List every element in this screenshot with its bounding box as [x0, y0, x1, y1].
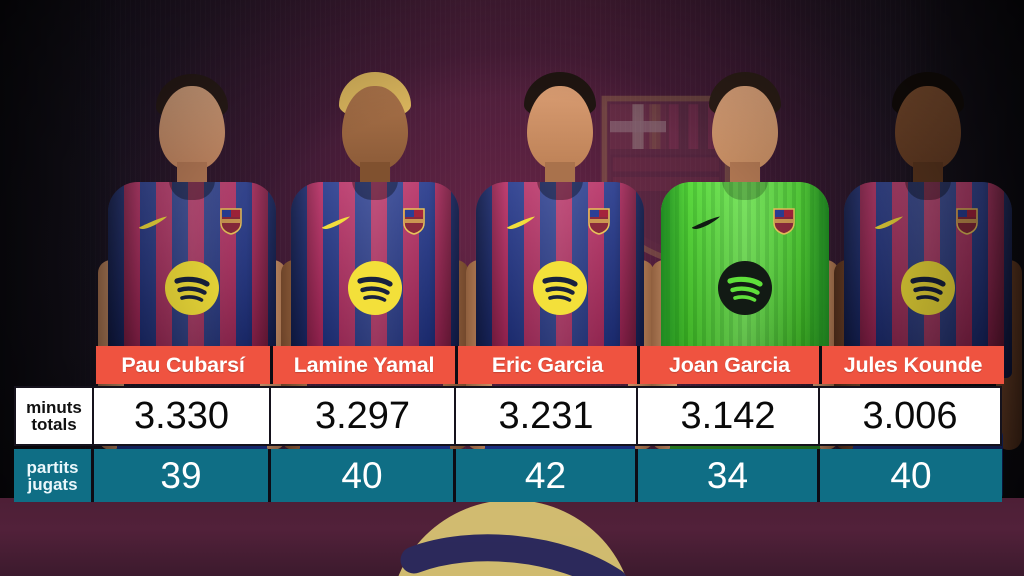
cell-partits-jugats: 34: [638, 449, 820, 502]
cell-minuts-totals: 3.006: [818, 386, 1002, 446]
cell-partits-jugats: 39: [94, 449, 271, 502]
row-label-line1: minuts: [26, 398, 82, 417]
row-label-minuts-totals: minuts totals: [14, 386, 94, 446]
row-label-line1: partits: [26, 457, 79, 477]
cell-partits-jugats: 40: [271, 449, 456, 502]
column-header-player: Eric Garcia: [458, 346, 640, 384]
column-header-player: Jules Kounde: [822, 346, 1004, 384]
cell-minuts-totals: 3.231: [454, 386, 638, 446]
cell-minuts-totals: 3.142: [636, 386, 820, 446]
cell-minuts-totals: 3.297: [269, 386, 456, 446]
cell-partits-jugats: 42: [456, 449, 638, 502]
row-label-line2: totals: [31, 415, 77, 434]
row-label-partits-jugats: partits jugats: [14, 449, 94, 502]
table-row: minuts totals 3.330 3.297 3.231 3.142 3.…: [0, 386, 1024, 446]
column-header-player: Joan Garcia: [640, 346, 822, 384]
row-label-line2: jugats: [27, 474, 78, 494]
table-row: partits jugats 39 40 42 34 40: [0, 449, 1024, 502]
cell-partits-jugats: 40: [820, 449, 1002, 502]
column-header-player: Lamine Yamal: [273, 346, 458, 384]
table-header-row: Pau Cubarsí Lamine Yamal Eric Garcia Joa…: [96, 346, 1024, 384]
stats-table: Pau Cubarsí Lamine Yamal Eric Garcia Joa…: [0, 346, 1024, 502]
cell-minuts-totals: 3.330: [92, 386, 271, 446]
column-header-player: Pau Cubarsí: [96, 346, 273, 384]
spotify-logo: [362, 500, 662, 576]
